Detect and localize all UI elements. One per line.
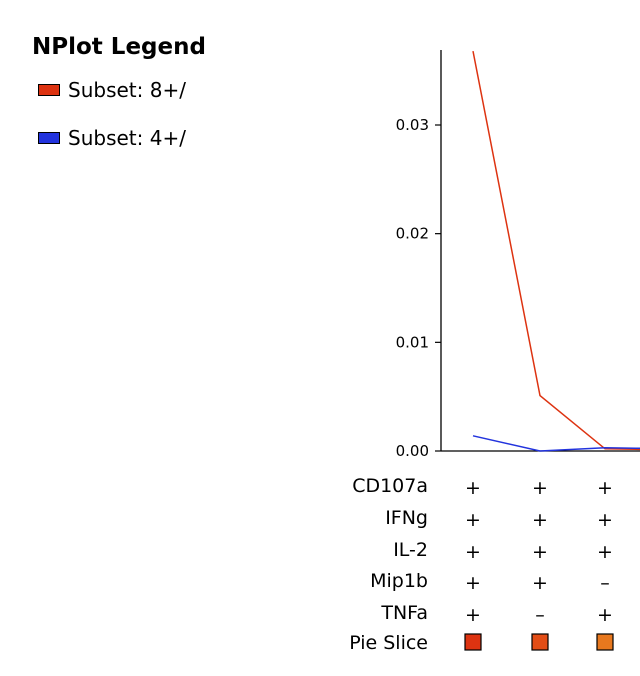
combination-symbol: + (465, 541, 481, 563)
y-tick-label: 0.03 (396, 116, 429, 134)
combination-symbol: + (597, 604, 613, 626)
combination-symbol: – (600, 572, 610, 594)
combination-symbol: + (597, 541, 613, 563)
combination-table: CD107a IFNg IL-2 Mip1b TNFa + + + + + + + + + – + + + – + Pi… (349, 475, 614, 654)
combination-symbol: + (597, 509, 613, 531)
pie-slice-swatch (531, 633, 549, 651)
combination-symbol: + (532, 572, 548, 594)
combination-symbol: + (465, 572, 481, 594)
marker-label: IFNg (385, 507, 428, 529)
pie-slice-swatch (596, 633, 614, 651)
chart-axes (440, 50, 640, 452)
y-tick-label: 0.00 (396, 442, 429, 460)
combination-symbol: + (465, 604, 481, 626)
series-lines (472, 50, 640, 452)
series-line-0 (472, 50, 640, 451)
y-ticks: 0.00 0.01 0.02 0.03 (396, 116, 441, 460)
series-line-1 (472, 435, 640, 452)
legend-label-subset-4: Subset: 4+/ (68, 126, 186, 150)
marker-label: IL-2 (393, 539, 428, 561)
marker-label: TNFa (380, 602, 428, 624)
legend-title: NPlot Legend (32, 34, 206, 60)
combination-symbol: + (465, 477, 481, 499)
marker-label: Mip1b (370, 570, 428, 592)
combination-symbol: + (597, 477, 613, 499)
combination-symbol: + (465, 509, 481, 531)
pie-slice-label: Pie Slice (349, 632, 428, 654)
pie-slice-swatch (464, 633, 482, 651)
legend-swatch-subset-4 (38, 132, 60, 144)
legend-swatch-subset-8 (38, 84, 60, 96)
legend-label-subset-8: Subset: 8+/ (68, 78, 186, 102)
combination-symbol: – (535, 604, 545, 626)
combination-symbol: + (532, 541, 548, 563)
combination-symbol: + (532, 509, 548, 531)
combination-symbol: + (532, 477, 548, 499)
marker-label: CD107a (352, 475, 428, 497)
y-tick-label: 0.01 (396, 333, 429, 351)
legend-item-subset-8: Subset: 8+/ (38, 78, 186, 102)
y-tick-label: 0.02 (396, 225, 429, 243)
legend-item-subset-4: Subset: 4+/ (38, 126, 186, 150)
